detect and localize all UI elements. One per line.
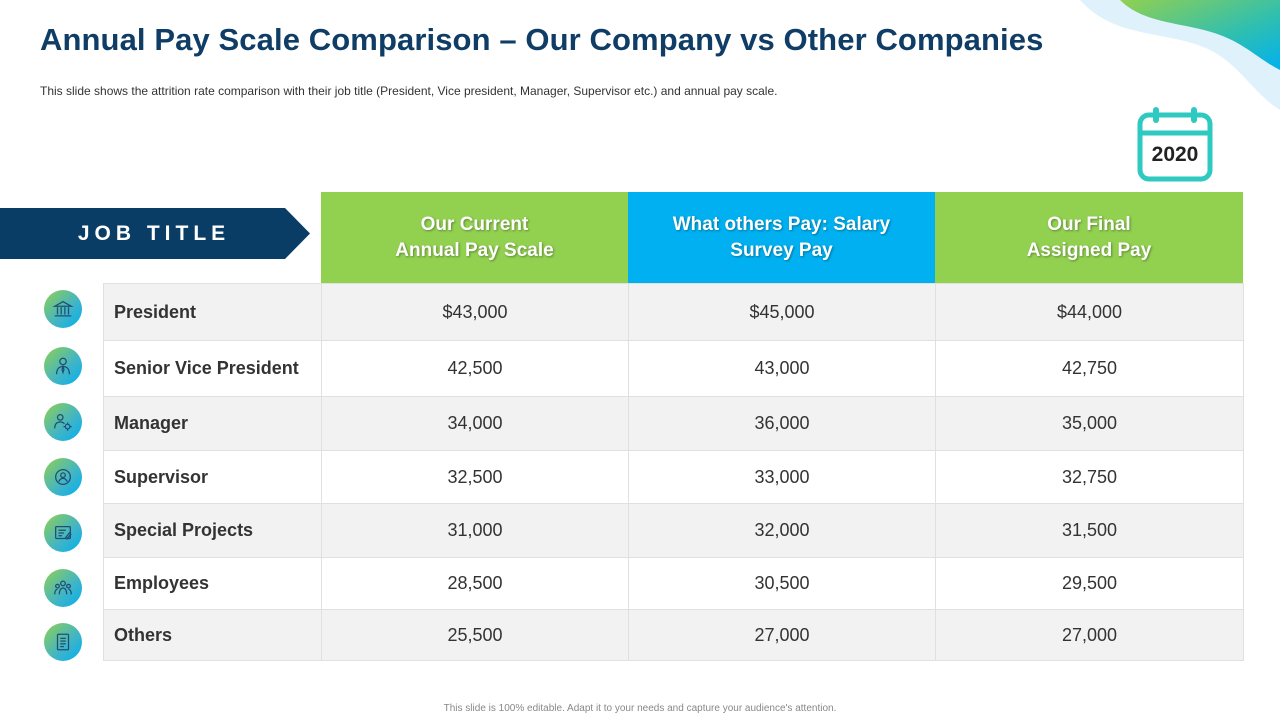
final-pay-cell: $44,000 — [935, 283, 1244, 341]
final-pay-cell: 31,500 — [935, 503, 1244, 558]
page-subtitle: This slide shows the attrition rate comp… — [40, 84, 778, 98]
table-row: Senior Vice President 42,500 43,000 42,7… — [103, 340, 1244, 397]
job-title-cell: Supervisor — [103, 450, 322, 504]
survey-pay-cell: 33,000 — [628, 450, 936, 504]
final-pay-cell: 35,000 — [935, 396, 1244, 451]
table-row: Employees 28,500 30,500 29,500 — [103, 557, 1244, 610]
final-pay-cell: 27,000 — [935, 609, 1244, 661]
current-pay-cell: 31,000 — [321, 503, 629, 558]
pay-scale-table: President $43,000 $45,000 $44,000 Senior… — [103, 283, 1244, 661]
supervisor-badge-icon — [44, 458, 82, 496]
current-pay-cell: $43,000 — [321, 283, 629, 341]
current-pay-cell: 34,000 — [321, 396, 629, 451]
survey-pay-cell: 27,000 — [628, 609, 936, 661]
table-row: Others 25,500 27,000 27,000 — [103, 609, 1244, 661]
survey-pay-cell: 43,000 — [628, 340, 936, 397]
page-title: Annual Pay Scale Comparison – Our Compan… — [40, 22, 1044, 57]
job-title-cell: President — [103, 283, 322, 341]
job-title-banner — [0, 208, 310, 259]
corner-decoration — [1080, 0, 1280, 110]
survey-pay-cell: $45,000 — [628, 283, 936, 341]
calendar-icon — [1137, 107, 1213, 182]
job-title-cell: Manager — [103, 396, 322, 451]
survey-pay-cell: 32,000 — [628, 503, 936, 558]
header-current-pay: Our Current Annual Pay Scale — [321, 192, 628, 283]
survey-pay-cell: 36,000 — [628, 396, 936, 451]
document-list-icon — [44, 623, 82, 661]
survey-pay-cell: 30,500 — [628, 557, 936, 610]
businessman-icon — [44, 347, 82, 385]
job-title-cell: Special Projects — [103, 503, 322, 558]
table-row: President $43,000 $45,000 $44,000 — [103, 283, 1244, 341]
footer-note: This slide is 100% editable. Adapt it to… — [443, 703, 837, 714]
job-title-cell: Senior Vice President — [103, 340, 322, 397]
header-final-pay: Our Final Assigned Pay — [935, 192, 1243, 283]
job-title-cell: Others — [103, 609, 322, 661]
job-title-cell: Employees — [103, 557, 322, 610]
table-row: Manager 34,000 36,000 35,000 — [103, 396, 1244, 451]
government-building-icon — [44, 290, 82, 328]
current-pay-cell: 28,500 — [321, 557, 629, 610]
final-pay-cell: 42,750 — [935, 340, 1244, 397]
final-pay-cell: 32,750 — [935, 450, 1244, 504]
team-group-icon — [44, 569, 82, 607]
project-board-icon — [44, 514, 82, 552]
current-pay-cell: 25,500 — [321, 609, 629, 661]
manager-gear-icon — [44, 403, 82, 441]
job-title-label: JOB TITLE — [77, 222, 231, 245]
current-pay-cell: 42,500 — [321, 340, 629, 397]
final-pay-cell: 29,500 — [935, 557, 1244, 610]
table-row: Supervisor 32,500 33,000 32,750 — [103, 450, 1244, 504]
table-row: Special Projects 31,000 32,000 31,500 — [103, 503, 1244, 558]
current-pay-cell: 32,500 — [321, 450, 629, 504]
calendar-year: 2020 — [1151, 143, 1199, 166]
header-survey-pay: What others Pay: Salary Survey Pay — [628, 192, 935, 283]
